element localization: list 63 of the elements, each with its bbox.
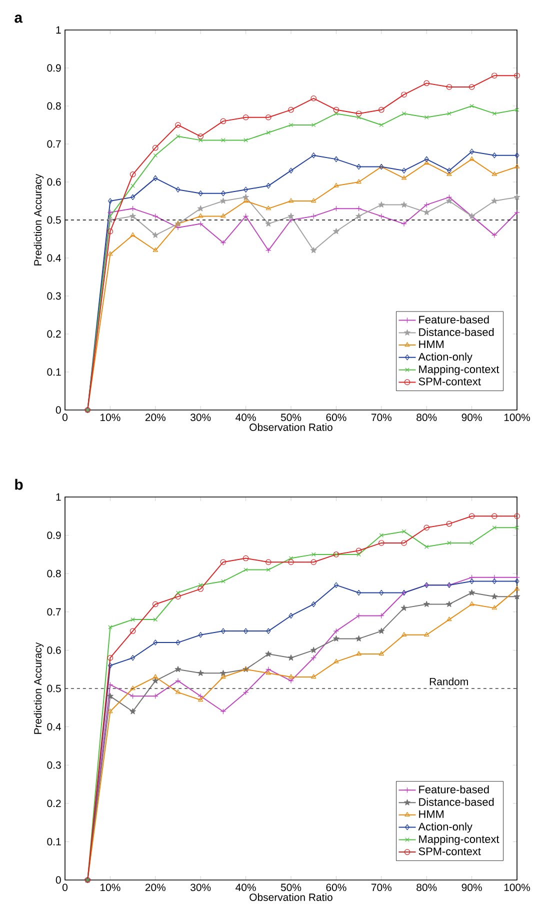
y-tick-label: 0.1	[47, 368, 61, 376]
ref-line-label: Random	[430, 678, 468, 686]
x-tick-label: 50%	[280, 414, 302, 422]
y-tick-label: 0.5	[47, 216, 61, 224]
y-tick-label: 0.8	[47, 102, 61, 110]
x-tick-label: 20%	[145, 884, 166, 892]
x-tick-label: 0	[62, 884, 68, 892]
x-tick-label: 40%	[236, 414, 256, 422]
legend-label: SPM-context	[418, 378, 481, 386]
chart-title: b	[15, 478, 23, 490]
x-tick-label: 30%	[190, 884, 211, 892]
y-tick-label: 0.9	[47, 64, 61, 72]
legend-label: Mapping-context	[419, 365, 500, 376]
x-tick-label: 60%	[326, 884, 346, 892]
x-tick-label: 90%	[462, 414, 482, 422]
y-tick-label: 0.1	[47, 838, 61, 846]
y-tick-label: 0.6	[47, 646, 61, 654]
x-tick-label: 100%	[504, 414, 530, 422]
y-tick-label: 0.4	[47, 254, 61, 262]
legend-label: Distance-based	[419, 328, 494, 336]
y-tick-label: 0.5	[47, 684, 61, 692]
x-tick-label: 30%	[190, 414, 211, 422]
y-tick-label: 0.9	[47, 532, 61, 540]
x-tick-label: 90%	[462, 884, 482, 892]
legend-label: SPM-context	[418, 847, 481, 856]
x-tick-label: 10%	[100, 414, 120, 422]
x-tick-label: 50%	[280, 884, 302, 892]
y-tick-label: 1	[56, 26, 61, 34]
x-tick-label: 40%	[236, 884, 256, 892]
legend-label: Action-only	[418, 352, 472, 363]
y-tick-label: 0.3	[47, 292, 61, 300]
legend-label: Feature-based	[419, 785, 489, 794]
y-tick-label: 0.4	[47, 723, 61, 731]
legend-label: HMM	[419, 340, 444, 348]
y-axis-title: Prediction Accuracy	[34, 174, 44, 266]
legend-label: Distance-based	[419, 798, 494, 806]
legend-label: HMM	[419, 810, 444, 818]
x-tick-label: 80%	[416, 414, 437, 422]
chart-title: a	[14, 14, 23, 23]
x-tick-label: 70%	[371, 884, 392, 892]
legend-label: Mapping-context	[419, 834, 500, 846]
x-axis-title: Observation Ratio	[250, 893, 332, 901]
x-tick-label: 70%	[371, 414, 392, 422]
x-tick-label: 60%	[326, 414, 346, 422]
y-axis-title: Prediction Accuracy	[34, 642, 44, 734]
x-axis-title: Observation Ratio	[250, 423, 332, 431]
y-tick-label: 0.7	[47, 140, 61, 148]
legend-label: Feature-based	[419, 315, 489, 324]
y-tick-label: 0.3	[47, 761, 61, 769]
y-tick-label: 0.8	[47, 570, 61, 578]
y-tick-label: 0.7	[47, 608, 61, 616]
y-tick-label: 0	[56, 406, 61, 414]
x-tick-label: 80%	[416, 884, 437, 892]
x-tick-label: 0	[62, 414, 68, 422]
x-tick-label: 100%	[504, 884, 530, 892]
y-tick-label: 0.2	[47, 800, 61, 808]
legend-label: Action-only	[418, 822, 472, 833]
y-tick-label: 0.6	[47, 178, 61, 186]
y-tick-label: 0.2	[47, 330, 61, 338]
x-tick-label: 20%	[145, 414, 166, 422]
x-tick-label: 10%	[100, 884, 120, 892]
y-tick-label: 1	[56, 493, 61, 501]
y-tick-label: 0	[56, 876, 61, 884]
